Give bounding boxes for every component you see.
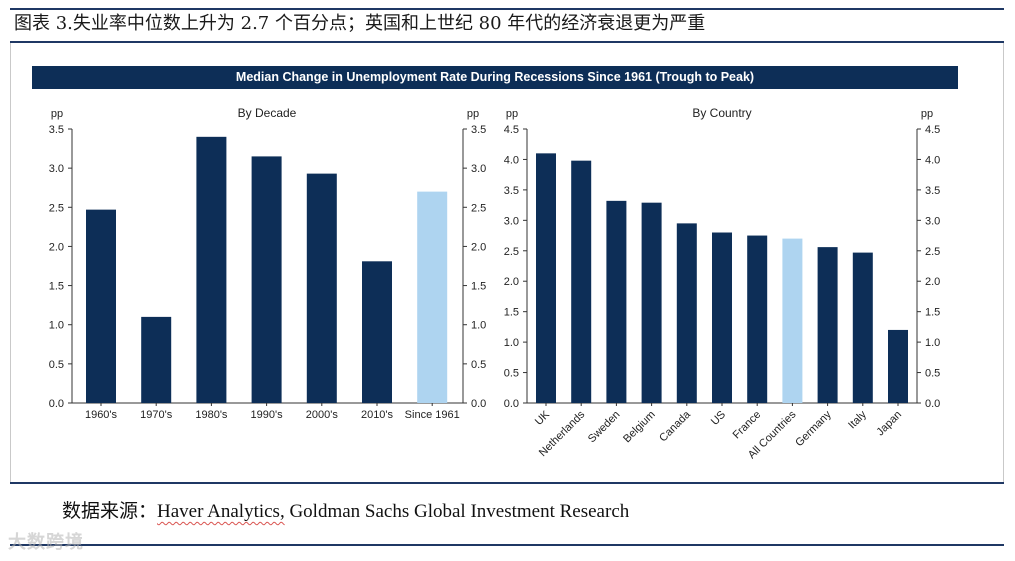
country-ytick-label-right: 2.5	[925, 246, 940, 258]
decade-chart-title: By Decade	[238, 106, 297, 120]
country-category-label: Canada	[657, 408, 693, 444]
country-category-label: UK	[533, 408, 553, 428]
country-ytick-label-right: 2.0	[925, 276, 940, 288]
country-bar	[571, 160, 592, 403]
country-ytick-label-left: 3.5	[504, 185, 519, 197]
decade-bar	[141, 316, 172, 403]
decade-ytick-label-left: 0.5	[49, 359, 64, 371]
country-bar	[817, 247, 838, 403]
decade-ytick-label-left: 2.0	[49, 241, 64, 253]
country-bar	[747, 235, 768, 403]
country-ytick-label-left: 2.0	[504, 276, 519, 288]
watermark-logo: 大数跨境	[8, 532, 84, 553]
decade-ytick-label-right: 1.5	[471, 281, 486, 293]
country-bar	[641, 202, 662, 403]
country-bar	[676, 223, 697, 403]
country-ytick-label-right: 1.0	[925, 337, 940, 349]
country-chart-title: By Country	[692, 106, 751, 120]
decade-ytick-label-right: 0.5	[471, 359, 486, 371]
source-rule	[10, 482, 1004, 484]
country-category-label: All Countries	[746, 408, 799, 461]
decade-ytick-label-left: 3.5	[49, 124, 64, 136]
decade-category-label: 1970's	[140, 409, 173, 421]
source-link-haver: Haver Analytics,	[157, 501, 285, 522]
decade-ylabel-left: pp	[51, 108, 63, 120]
country-category-label: France	[731, 409, 764, 442]
decade-bar	[417, 191, 448, 403]
country-bar	[712, 232, 732, 403]
decade-category-label: 1990's	[251, 409, 284, 421]
country-ytick-label-left: 3.0	[504, 215, 519, 227]
decade-ytick-label-right: 3.5	[471, 124, 486, 136]
chart-banner-title: Median Change in Unemployment Rate Durin…	[32, 66, 958, 89]
decade-bar	[86, 209, 116, 403]
country-ytick-label-left: 4.5	[504, 124, 519, 136]
top-rule	[10, 8, 1004, 10]
country-ytick-label-right: 0.5	[925, 368, 940, 380]
country-ytick-label-right: 3.5	[925, 185, 940, 197]
decade-ytick-label-right: 1.0	[471, 320, 486, 332]
frame-left	[10, 43, 11, 482]
decade-ytick-label-right: 0.0	[471, 398, 486, 410]
country-bar	[536, 153, 556, 403]
country-ytick-label-right: 1.5	[925, 307, 940, 319]
frame-right	[1003, 43, 1004, 482]
decade-bar	[362, 261, 392, 403]
country-ylabel-left: pp	[506, 108, 518, 120]
country-ytick-label-left: 0.5	[504, 368, 519, 380]
country-bar	[888, 329, 908, 403]
source-note: 数据来源：Haver Analytics, Goldman Sachs Glob…	[62, 497, 629, 527]
decade-category-label: Since 1961	[405, 409, 460, 421]
country-ytick-label-right: 4.5	[925, 124, 940, 136]
decade-ytick-label-left: 1.0	[49, 320, 64, 332]
decade-bar	[196, 136, 227, 404]
country-ytick-label-right: 4.0	[925, 154, 940, 166]
country-ylabel-right: pp	[921, 108, 933, 120]
source-prefix: 数据来源：	[62, 501, 158, 522]
decade-ytick-label-right: 3.0	[471, 163, 486, 175]
country-category-label: Germany	[793, 408, 834, 449]
country-category-label: Belgium	[621, 409, 658, 446]
decade-bar	[251, 156, 282, 403]
decade-category-label: 2010's	[361, 409, 394, 421]
decade-category-label: 1980's	[195, 409, 228, 421]
bottom-rule	[10, 544, 1004, 546]
country-bar	[782, 238, 803, 403]
decade-bar	[306, 173, 337, 403]
decade-ylabel-right: pp	[467, 108, 479, 120]
country-bar	[606, 200, 627, 403]
country-category-label: Italy	[846, 408, 869, 431]
decade-ytick-label-left: 3.0	[49, 163, 64, 175]
decade-ytick-label-left: 2.5	[49, 202, 64, 214]
country-ytick-label-right: 0.0	[925, 398, 940, 410]
decade-ytick-label-left: 0.0	[49, 398, 64, 410]
country-category-label: Sweden	[586, 409, 623, 446]
decade-category-label: 2000's	[306, 409, 339, 421]
country-ytick-label-left: 0.0	[504, 398, 519, 410]
country-ytick-label-left: 1.5	[504, 307, 519, 319]
country-bar	[852, 252, 873, 403]
decade-ytick-label-right: 2.5	[471, 202, 486, 214]
country-ytick-label-left: 4.0	[504, 154, 519, 166]
title-underline	[10, 41, 1004, 43]
figure-title: 图表 3.失业率中位数上升为 2.7 个百分点；英国和上世纪 80 年代的经济衰…	[14, 13, 706, 34]
decade-ytick-label-right: 2.0	[471, 241, 486, 253]
country-category-label: US	[709, 409, 728, 428]
country-ytick-label-left: 2.5	[504, 246, 519, 258]
decade-ytick-label-left: 1.5	[49, 281, 64, 293]
country-category-label: Netherlands	[537, 408, 588, 459]
country-ytick-label-left: 1.0	[504, 337, 519, 349]
source-rest: Goldman Sachs Global Investment Research	[284, 501, 630, 522]
decade-category-label: 1960's	[85, 409, 118, 421]
country-category-label: Japan	[874, 409, 904, 439]
country-ytick-label-right: 3.0	[925, 215, 940, 227]
